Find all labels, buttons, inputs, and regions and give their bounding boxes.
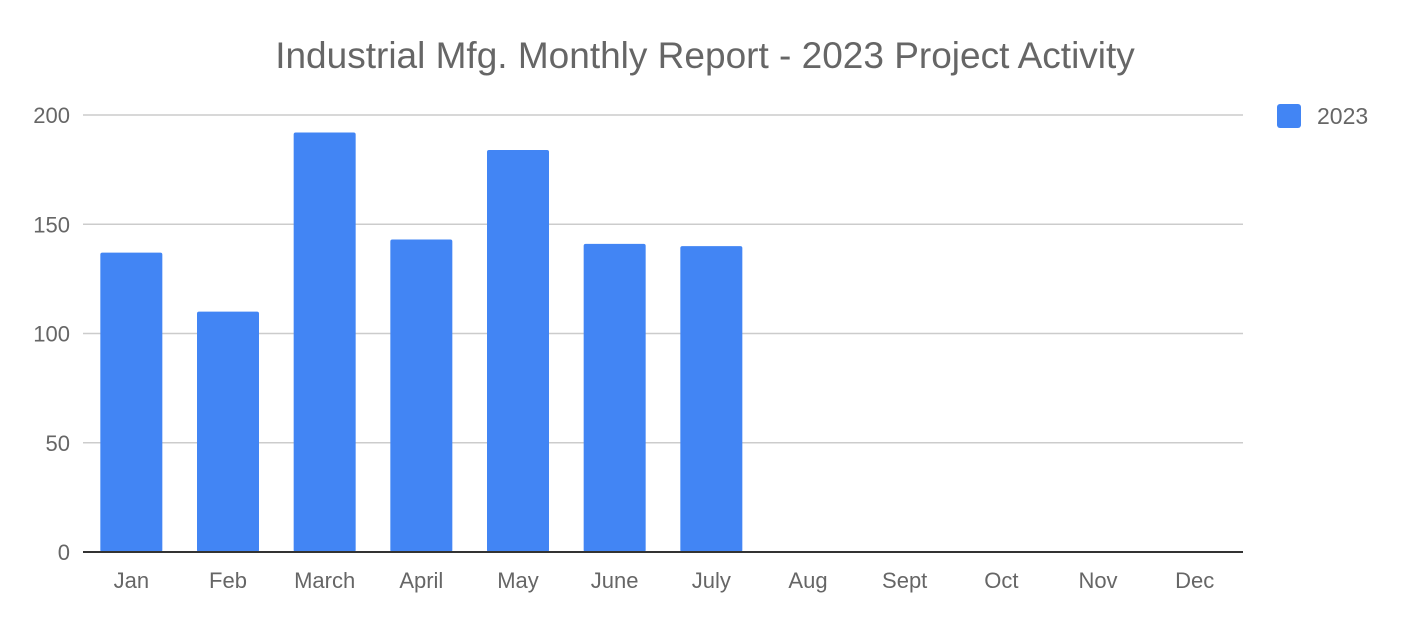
bar-june	[583, 243, 646, 553]
x-tick-label-july: July	[692, 568, 731, 593]
x-tick-label-may: May	[497, 568, 539, 593]
bar-may	[487, 149, 549, 552]
bar-march	[293, 132, 356, 553]
bar-jan	[100, 252, 163, 552]
y-axis-tick-labels: 0 50 100 150 200	[33, 103, 70, 565]
bar-july	[680, 246, 743, 552]
y-tick-label-200: 200	[33, 103, 70, 128]
x-tick-label-oct: Oct	[984, 568, 1018, 593]
legend-label-2023: 2023	[1317, 103, 1368, 129]
x-tick-label-june: June	[591, 568, 639, 593]
gridlines	[83, 114, 1243, 444]
bar-april	[390, 239, 453, 553]
y-tick-label-50: 50	[46, 431, 70, 456]
x-tick-label-march: March	[294, 568, 355, 593]
x-tick-label-jan: Jan	[114, 568, 149, 593]
x-tick-label-sept: Sept	[882, 568, 927, 593]
y-tick-label-100: 100	[33, 322, 70, 347]
chart-title: Industrial Mfg. Monthly Report - 2023 Pr…	[275, 35, 1135, 76]
x-tick-label-april: April	[399, 568, 443, 593]
bars	[100, 132, 743, 553]
x-tick-label-feb: Feb	[209, 568, 247, 593]
x-tick-label-nov: Nov	[1078, 568, 1117, 593]
legend-swatch-2023	[1277, 104, 1301, 128]
x-tick-label-aug: Aug	[788, 568, 827, 593]
y-tick-label-0: 0	[58, 540, 70, 565]
x-tick-label-dec: Dec	[1175, 568, 1214, 593]
bar-feb	[197, 311, 259, 552]
y-tick-label-150: 150	[33, 212, 70, 237]
legend: 2023	[1277, 103, 1368, 129]
x-axis-tick-labels: Jan Feb March April May June July Aug Sept Oct Nov…	[114, 568, 1215, 593]
